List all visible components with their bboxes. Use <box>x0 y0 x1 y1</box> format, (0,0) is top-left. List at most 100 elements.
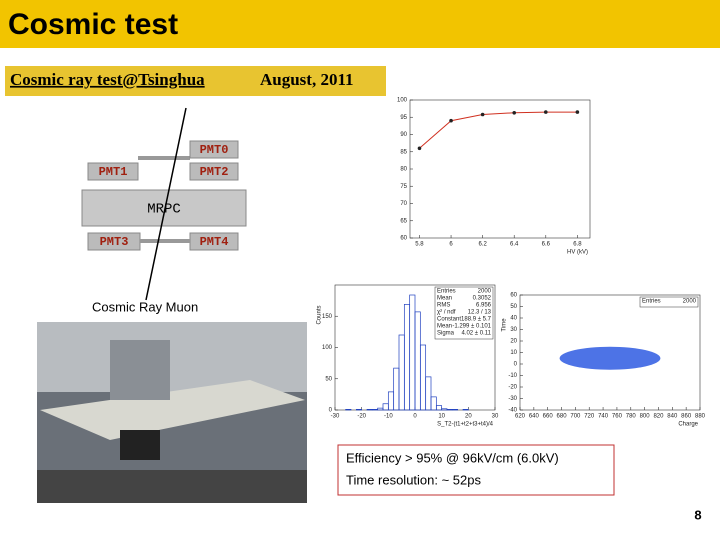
hist-bar <box>409 294 416 411</box>
x-tick-label: 640 <box>529 414 540 420</box>
fit-line <box>419 111 578 149</box>
hist-bar <box>441 408 448 411</box>
x-tick-label: 6 <box>449 242 453 248</box>
y-tick-label: -10 <box>508 373 517 379</box>
y-tick-label: 70 <box>400 201 407 207</box>
x-tick-label: 30 <box>492 414 499 420</box>
note-box <box>337 444 615 496</box>
stats-key: Entries <box>437 289 456 295</box>
mrpc-box <box>81 189 247 227</box>
x-tick-label: -10 <box>384 414 393 420</box>
x-tick-label: 620 <box>515 414 526 420</box>
x-tick-label: 5.8 <box>415 242 424 248</box>
stats-key: χ² / ndf <box>437 310 456 316</box>
x-tick-label: 700 <box>570 414 581 420</box>
photo-floor <box>37 470 307 503</box>
y-axis-label: Counts <box>317 305 323 324</box>
hist-bar <box>387 391 395 411</box>
y-tick-label: 50 <box>325 376 332 382</box>
muon-track <box>145 107 187 301</box>
y-tick-label: 80 <box>400 167 407 173</box>
hist-bar <box>393 367 400 411</box>
title: Cosmic test <box>8 8 178 41</box>
y-tick-label: 100 <box>397 98 408 104</box>
photo-equipment <box>110 340 170 400</box>
photo-wall <box>37 322 307 392</box>
note-line: Efficiency > 95% @ 96kV/cm (6.0kV) <box>346 450 559 465</box>
x-tick-label: 880 <box>695 414 706 420</box>
y-tick-label: 85 <box>400 149 407 155</box>
stats-key: Entries <box>642 299 661 305</box>
y-tick-label: 100 <box>322 345 333 351</box>
y-tick-label: 0 <box>514 362 518 368</box>
hist-bar <box>414 311 421 411</box>
x-tick-label: 740 <box>598 414 609 420</box>
hist-bar <box>425 376 432 411</box>
heatmap-blob <box>559 346 661 370</box>
stats-value: 2000 <box>683 299 697 305</box>
page-number: 8 <box>694 507 701 522</box>
x-tick-label: 680 <box>557 414 568 420</box>
hist-bar <box>446 409 453 411</box>
x-tick-label: 860 <box>681 414 692 420</box>
data-point <box>543 110 548 114</box>
x-tick-label: 760 <box>612 414 623 420</box>
x-axis-label: Charge <box>678 422 698 428</box>
x-tick-label: 6.6 <box>542 242 551 248</box>
data-point <box>512 110 517 115</box>
subtitle-date: August, 2011 <box>260 70 354 89</box>
header-bar <box>0 0 720 48</box>
stats-value: 12.3 / 13 <box>468 310 492 316</box>
x-tick-label: 20 <box>465 414 472 420</box>
x-tick-label: 6.4 <box>510 242 519 248</box>
x-tick-label: 6.8 <box>573 242 582 248</box>
y-tick-label: 90 <box>400 132 407 138</box>
stats-key: Mean <box>437 296 452 302</box>
hist-bar <box>355 409 363 411</box>
x-tick-label: 660 <box>543 414 554 420</box>
data-point <box>480 112 485 117</box>
hist-bar <box>382 403 389 411</box>
hist-bar <box>430 396 437 411</box>
stats-key: RMS <box>437 303 450 309</box>
pmt-label: PMT4 <box>200 235 229 249</box>
subtitle-link[interactable]: Cosmic ray test@Tsinghua <box>10 70 205 89</box>
mrpc-label: MRPC <box>147 202 181 218</box>
stats-value: 2000 <box>478 289 492 295</box>
y-tick-label: 40 <box>510 316 517 322</box>
stats-box <box>639 296 699 308</box>
pmt-box <box>189 162 239 181</box>
stats-key: Constant <box>437 317 461 323</box>
hist-bar <box>366 409 373 411</box>
y-tick-label: 75 <box>400 184 407 190</box>
x-axis-label: S_T2-(t1+t2+t3+t4)/4 <box>437 422 494 428</box>
pmt-box <box>87 162 139 181</box>
hist-bar <box>419 344 427 411</box>
y-tick-label: -30 <box>508 396 517 402</box>
y-axis-label: Time <box>502 318 508 332</box>
y-tick-label: 60 <box>510 293 517 299</box>
stats-value: 4.02 ± 0.11 <box>461 331 491 337</box>
hist-bar <box>451 409 459 411</box>
x-tick-label: 840 <box>667 414 678 420</box>
y-tick-label: 0 <box>329 408 333 414</box>
data-point <box>449 118 453 123</box>
x-tick-label: 6.2 <box>478 242 487 248</box>
y-tick-label: 150 <box>322 314 333 320</box>
y-tick-label: -40 <box>508 408 517 414</box>
data-point <box>575 110 580 114</box>
hist-bar <box>462 409 469 411</box>
y-tick-label: 50 <box>510 304 517 310</box>
photo-equipment <box>120 430 160 460</box>
x-tick-label: -30 <box>331 414 340 420</box>
y-tick-label: -20 <box>508 385 517 391</box>
x-tick-label: 0 <box>413 414 417 420</box>
x-tick-label: -20 <box>357 414 366 420</box>
hist-bar <box>345 409 352 411</box>
pmt-label: PMT2 <box>200 165 229 179</box>
hist-bar <box>398 334 405 411</box>
hist-bar <box>403 304 411 411</box>
hist-bar <box>377 407 384 411</box>
muon-label: Cosmic Ray Muon <box>92 299 198 314</box>
y-tick-label: 20 <box>510 339 517 345</box>
